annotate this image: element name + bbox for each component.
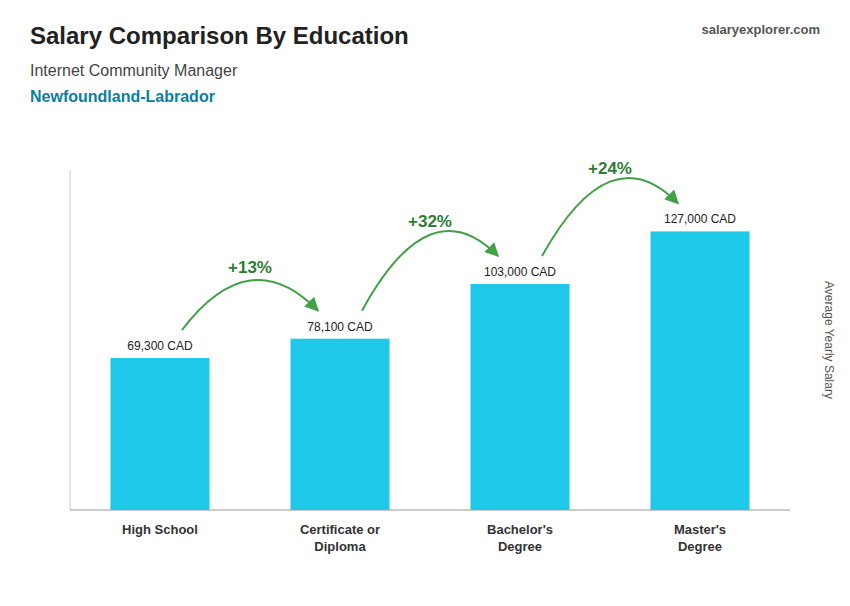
bar [651, 231, 750, 510]
bars [111, 231, 750, 510]
change-label: +13% [228, 258, 272, 277]
y-axis-label: Average Yearly Salary [822, 281, 836, 399]
x-tick-label: Master'sDegree [674, 522, 726, 554]
change-label: +24% [588, 159, 632, 178]
site-name: salaryexplorer.com [701, 22, 820, 37]
x-tick-label: Bachelor'sDegree [487, 522, 553, 554]
x-tick-label: High School [122, 522, 198, 537]
title: Salary Comparison By Education [30, 22, 409, 49]
bar [111, 358, 210, 510]
change-arrow [542, 178, 678, 256]
chart-svg: Salary Comparison By Education Internet C… [0, 0, 850, 606]
x-tick-label: Certificate orDiploma [300, 522, 380, 554]
bar [291, 339, 390, 510]
change-label: +32% [408, 212, 452, 231]
bar [471, 284, 570, 510]
subtitle: Internet Community Manager [30, 62, 238, 79]
data-label: 127,000 CAD [664, 212, 736, 226]
change-arrow [362, 231, 498, 311]
y-axis-line [70, 170, 71, 510]
change-arrow [182, 280, 318, 330]
data-label: 78,100 CAD [307, 320, 373, 334]
data-label: 69,300 CAD [127, 339, 193, 353]
data-label: 103,000 CAD [484, 265, 556, 279]
location: Newfoundland-Labrador [30, 88, 215, 105]
chart-container: Salary Comparison By Education Internet C… [0, 0, 850, 606]
